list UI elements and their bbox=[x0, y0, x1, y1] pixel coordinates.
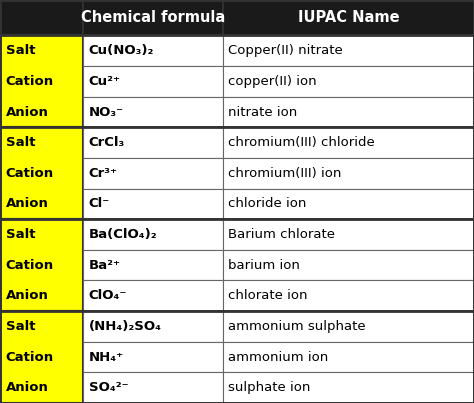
Bar bbox=[223, 97, 474, 127]
Bar bbox=[83, 35, 223, 66]
Text: Anion: Anion bbox=[6, 289, 48, 302]
Text: ammonium sulphate: ammonium sulphate bbox=[228, 320, 366, 333]
Text: Chemical formula: Chemical formula bbox=[81, 10, 225, 25]
Text: chromium(III) ion: chromium(III) ion bbox=[228, 167, 342, 180]
Text: Salt: Salt bbox=[6, 320, 35, 333]
Text: Cation: Cation bbox=[6, 259, 54, 272]
Text: copper(II) ion: copper(II) ion bbox=[228, 75, 317, 88]
Bar bbox=[83, 97, 223, 127]
Text: Salt: Salt bbox=[6, 228, 35, 241]
Bar bbox=[83, 189, 223, 219]
Bar bbox=[223, 127, 474, 158]
Text: Ba²⁺: Ba²⁺ bbox=[89, 259, 121, 272]
Text: NO₃⁻: NO₃⁻ bbox=[89, 106, 124, 118]
Bar bbox=[223, 35, 474, 66]
Text: chlorate ion: chlorate ion bbox=[228, 289, 308, 302]
Bar bbox=[223, 311, 474, 342]
Text: chloride ion: chloride ion bbox=[228, 197, 307, 210]
Text: NH₄⁺: NH₄⁺ bbox=[89, 351, 124, 364]
Bar bbox=[0, 35, 83, 127]
Text: ammonium ion: ammonium ion bbox=[228, 351, 328, 364]
Bar bbox=[0, 219, 83, 311]
Text: Cu(NO₃)₂: Cu(NO₃)₂ bbox=[89, 44, 154, 57]
Bar bbox=[223, 66, 474, 97]
Text: sulphate ion: sulphate ion bbox=[228, 381, 311, 394]
Bar bbox=[223, 189, 474, 219]
Text: Barium chlorate: Barium chlorate bbox=[228, 228, 336, 241]
Bar bbox=[83, 311, 223, 342]
Bar bbox=[83, 280, 223, 311]
Text: Salt: Salt bbox=[6, 136, 35, 149]
Bar bbox=[83, 250, 223, 280]
Bar bbox=[83, 158, 223, 189]
Text: CrCl₃: CrCl₃ bbox=[89, 136, 125, 149]
Bar bbox=[223, 0, 474, 35]
Bar bbox=[0, 127, 474, 219]
Text: Salt: Salt bbox=[6, 44, 35, 57]
Text: nitrate ion: nitrate ion bbox=[228, 106, 298, 118]
Bar bbox=[0, 0, 83, 35]
Text: Copper(II) nitrate: Copper(II) nitrate bbox=[228, 44, 343, 57]
Text: Ba(ClO₄)₂: Ba(ClO₄)₂ bbox=[89, 228, 157, 241]
Text: Cation: Cation bbox=[6, 75, 54, 88]
Text: Cation: Cation bbox=[6, 167, 54, 180]
Text: ClO₄⁻: ClO₄⁻ bbox=[89, 289, 127, 302]
Text: SO₄²⁻: SO₄²⁻ bbox=[89, 381, 128, 394]
Text: Anion: Anion bbox=[6, 106, 48, 118]
Text: Cr³⁺: Cr³⁺ bbox=[89, 167, 118, 180]
Bar bbox=[83, 219, 223, 250]
Bar bbox=[83, 127, 223, 158]
Text: Cu²⁺: Cu²⁺ bbox=[89, 75, 121, 88]
Bar bbox=[223, 342, 474, 372]
Bar bbox=[223, 219, 474, 250]
Text: (NH₄)₂SO₄: (NH₄)₂SO₄ bbox=[89, 320, 162, 333]
Text: Anion: Anion bbox=[6, 197, 48, 210]
Bar bbox=[0, 311, 474, 403]
Bar bbox=[223, 372, 474, 403]
Bar bbox=[0, 219, 474, 311]
Text: IUPAC Name: IUPAC Name bbox=[298, 10, 399, 25]
Bar bbox=[83, 66, 223, 97]
Bar bbox=[223, 280, 474, 311]
Text: Anion: Anion bbox=[6, 381, 48, 394]
Bar bbox=[223, 250, 474, 280]
Bar bbox=[0, 127, 83, 219]
Bar bbox=[83, 372, 223, 403]
Bar bbox=[223, 158, 474, 189]
Bar bbox=[83, 342, 223, 372]
Text: chromium(III) chloride: chromium(III) chloride bbox=[228, 136, 375, 149]
Text: Cation: Cation bbox=[6, 351, 54, 364]
Text: barium ion: barium ion bbox=[228, 259, 301, 272]
Bar bbox=[0, 35, 474, 127]
Text: Cl⁻: Cl⁻ bbox=[89, 197, 110, 210]
Bar bbox=[83, 0, 223, 35]
Bar bbox=[0, 311, 83, 403]
